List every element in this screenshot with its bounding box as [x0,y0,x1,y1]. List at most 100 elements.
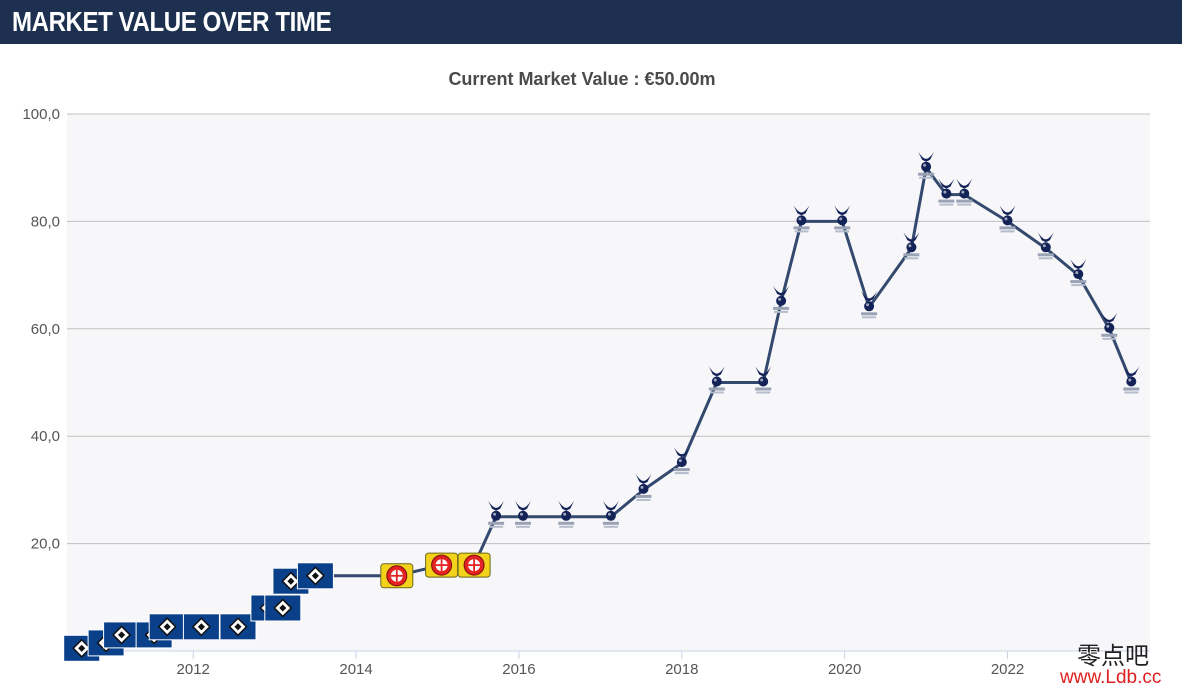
hsv-diamond-center [311,572,319,580]
spurs-cockerel [793,205,810,216]
data-point [380,563,414,589]
spurs-ball [921,161,932,172]
hsv-diamond-center [279,604,287,612]
spurs-plinth-top [834,226,851,230]
data-point [602,500,619,528]
spurs-ball-shine [961,190,965,194]
data-point [1101,312,1118,340]
spurs-plinth-top [956,199,973,203]
spurs-plinth-bottom [904,257,919,260]
spurs-plinth-top [773,306,790,310]
spurs-ball-shine [943,190,947,194]
hsv-diamond-center [78,644,86,652]
spurs-ball [1073,269,1084,280]
spurs-cockerel [918,151,935,162]
spurs-ball [864,301,875,312]
spurs-cockerel [602,500,619,511]
x-tick-label: 2014 [339,661,372,678]
spurs-cockerel [488,500,505,511]
spurs-plinth-top [861,312,878,316]
watermark-cn: 零点吧 [1077,642,1149,670]
hsv-diamond-center [163,623,171,631]
data-point [515,500,531,528]
data-point [264,594,302,622]
spurs-cockerel [834,205,851,216]
spurs-plinth-bottom [919,176,934,179]
spurs-ball-shine [1106,324,1110,328]
data-point [635,473,652,501]
page-title: MARKET VALUE OVER TIME [12,6,332,37]
spurs-cockerel [515,500,531,511]
hsv-diamond-center [118,631,126,639]
data-point [219,613,257,641]
spurs-plinth-top [1123,387,1140,391]
data-point [1123,366,1140,394]
data-point [1070,259,1087,287]
spurs-plinth-bottom [794,230,809,233]
spurs-plinth-top [938,199,955,203]
spurs-plinth-bottom [1038,257,1053,260]
spurs-ball-shine [1004,217,1008,221]
spurs-plinth-top [602,521,619,525]
spurs-ball-shine [760,378,764,382]
spurs-cockerel [635,473,652,484]
data-point [182,613,220,641]
spurs-ball [941,188,952,199]
spurs-ball [1104,322,1115,333]
spurs-plinth-bottom [862,316,877,319]
spurs-ball [796,215,807,226]
spurs-plinth-bottom [674,472,689,475]
spurs-ball-shine [866,303,870,307]
spurs-ball-shine [607,512,611,516]
spurs-cockerel [755,366,772,377]
spurs-ball-shine [520,512,523,516]
hsv-diamond-center [234,623,242,631]
y-tick-label: 100,0 [22,106,60,123]
x-tick-label: 2018 [665,661,698,678]
data-point [861,291,878,319]
spurs-plinth-bottom [489,525,504,528]
spurs-plinth-top [488,521,505,525]
spurs-ball-shine [778,297,782,301]
spurs-ball-shine [678,459,682,463]
hsv-diamond-center [287,577,295,585]
spurs-ball [1126,376,1137,387]
data-point [488,500,505,528]
spurs-cockerel [956,178,973,189]
spurs-plinth-bottom [957,203,972,206]
spurs-cockerel [938,178,955,189]
spurs-ball [518,510,528,521]
spurs-plinth-bottom [756,391,771,394]
y-tick-label: 80,0 [31,213,60,230]
spurs-cockerel [708,366,725,377]
data-point [673,447,690,475]
spurs-cockerel [1101,312,1118,323]
data-point [903,232,920,260]
spurs-ball [959,188,970,199]
data-point [918,151,935,179]
spurs-plinth-bottom [636,498,651,501]
spurs-plinth-top [1101,333,1118,337]
data-point [103,621,141,649]
spurs-cockerel [861,291,878,302]
spurs-plinth-bottom [1071,284,1086,287]
spurs-ball [711,376,722,387]
spurs-ball-shine [839,217,843,221]
spurs-ball-shine [640,485,644,489]
data-point [425,552,459,578]
watermark-url: www.Ldb.cc [1060,667,1162,688]
data-point [1037,232,1054,260]
spurs-ball-shine [713,378,717,382]
data-point [938,178,955,206]
y-tick-label: 40,0 [31,428,60,445]
spurs-plinth-bottom [1124,391,1139,394]
spurs-plinth-bottom [603,525,618,528]
spurs-ball [605,510,616,521]
data-point [793,205,810,233]
spurs-ball [776,295,787,306]
spurs-cockerel [999,205,1016,216]
spurs-cockerel [558,500,575,511]
data-point [148,613,186,641]
spurs-plinth-top [999,226,1016,230]
